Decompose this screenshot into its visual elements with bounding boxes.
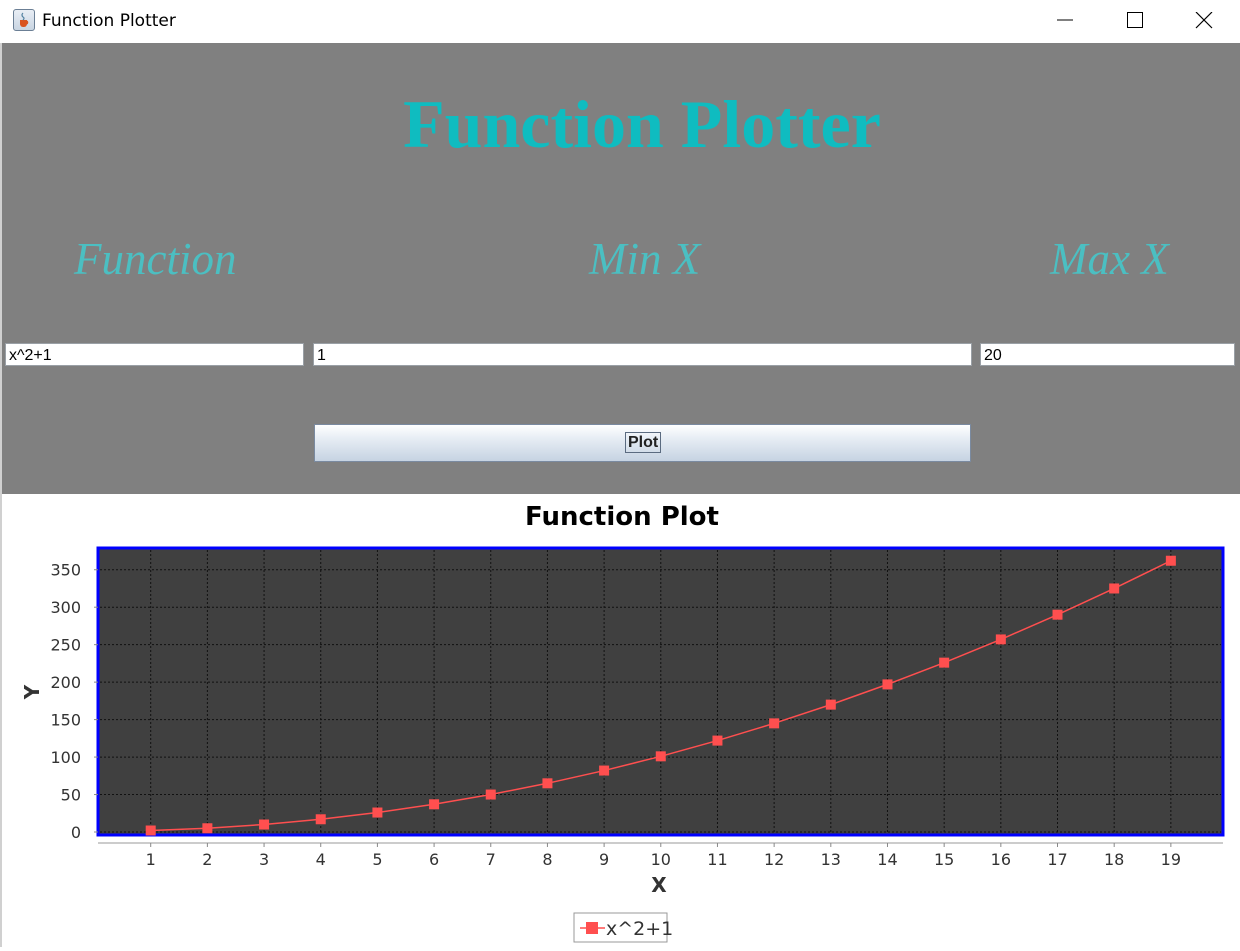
series-point <box>259 819 270 830</box>
function-label: Function <box>74 234 237 284</box>
x-tick-label: 17 <box>1047 850 1067 869</box>
minimize-button[interactable] <box>1030 0 1100 43</box>
series-point <box>542 778 553 789</box>
window-left-edge <box>0 43 2 947</box>
function-chart: Function Plot 1 2 3 4 5 6 7 8 9 10 11 12 13 14 15 16 17 1… <box>20 502 1225 943</box>
series-point <box>1165 555 1176 566</box>
x-tick-label: 13 <box>821 850 841 869</box>
java-cup-icon <box>13 9 35 31</box>
legend-label: x^2+1 <box>606 918 673 940</box>
series-point <box>485 789 496 800</box>
y-tick-label: 300 <box>50 598 81 617</box>
series-point <box>825 699 836 710</box>
x-axis-ticks: 1 2 3 4 5 6 7 8 9 10 11 12 13 14 15 16 17 18 19 <box>146 843 1181 869</box>
series-point <box>599 765 610 776</box>
chart-panel: Function Plot 1 2 3 4 5 6 7 8 9 10 11 12 13 14 15 16 17 1… <box>2 494 1240 947</box>
legend: x^2+1 <box>573 912 673 943</box>
maximize-button[interactable] <box>1100 0 1170 43</box>
close-button[interactable] <box>1170 0 1240 43</box>
window-title: Function Plotter <box>42 11 176 31</box>
series-point <box>145 825 156 836</box>
max-x-label: Max X <box>1050 234 1169 284</box>
series-point <box>1109 583 1120 594</box>
x-tick-label: 19 <box>1161 850 1181 869</box>
legend-marker <box>586 922 598 934</box>
series-point <box>939 657 950 668</box>
title-bar: Function Plotter <box>0 0 1240 43</box>
x-tick-label: 3 <box>259 850 269 869</box>
plot-button-label: Plot <box>625 432 662 453</box>
series-point <box>712 735 723 746</box>
x-tick-label: 12 <box>764 850 784 869</box>
y-axis-ticks: 0 50 100 150 200 250 300 350 <box>50 561 98 842</box>
x-tick-label: 9 <box>599 850 609 869</box>
series-point <box>372 807 383 818</box>
x-tick-label: 14 <box>877 850 897 869</box>
input-panel: Function Plotter Function Min X Max X Pl… <box>2 43 1240 494</box>
x-tick-label: 8 <box>542 850 552 869</box>
series-point <box>315 814 326 825</box>
x-tick-label: 11 <box>707 850 727 869</box>
series-point <box>1052 609 1063 620</box>
app-heading: Function Plotter <box>403 86 881 162</box>
y-tick-label: 150 <box>50 711 81 730</box>
min-x-label: Min X <box>589 234 701 284</box>
x-axis-label: X <box>651 873 667 897</box>
series-point <box>995 634 1006 645</box>
x-tick-label: 16 <box>991 850 1011 869</box>
series-point <box>655 751 666 762</box>
series-point <box>882 679 893 690</box>
y-axis-label: Y <box>20 684 44 700</box>
series-group <box>145 555 1176 836</box>
series-point <box>769 718 780 729</box>
x-tick-label: 5 <box>372 850 382 869</box>
x-tick-label: 2 <box>202 850 212 869</box>
y-tick-label: 200 <box>50 673 81 692</box>
plot-button[interactable]: Plot <box>314 424 971 462</box>
series-point <box>202 823 213 834</box>
x-tick-label: 15 <box>934 850 954 869</box>
function-input[interactable] <box>5 343 304 366</box>
chart-title: Function Plot <box>525 502 719 532</box>
y-tick-label: 250 <box>50 636 81 655</box>
max-x-input[interactable] <box>980 343 1235 366</box>
x-tick-label: 6 <box>429 850 439 869</box>
y-tick-label: 100 <box>50 748 81 767</box>
series-point <box>429 799 440 810</box>
x-tick-label: 7 <box>486 850 496 869</box>
min-x-input[interactable] <box>313 343 972 366</box>
x-tick-label: 10 <box>651 850 671 869</box>
x-tick-label: 18 <box>1104 850 1124 869</box>
y-tick-label: 50 <box>61 786 81 805</box>
x-tick-label: 1 <box>146 850 156 869</box>
y-tick-label: 0 <box>71 823 81 842</box>
y-tick-label: 350 <box>50 561 81 580</box>
x-tick-label: 4 <box>316 850 326 869</box>
